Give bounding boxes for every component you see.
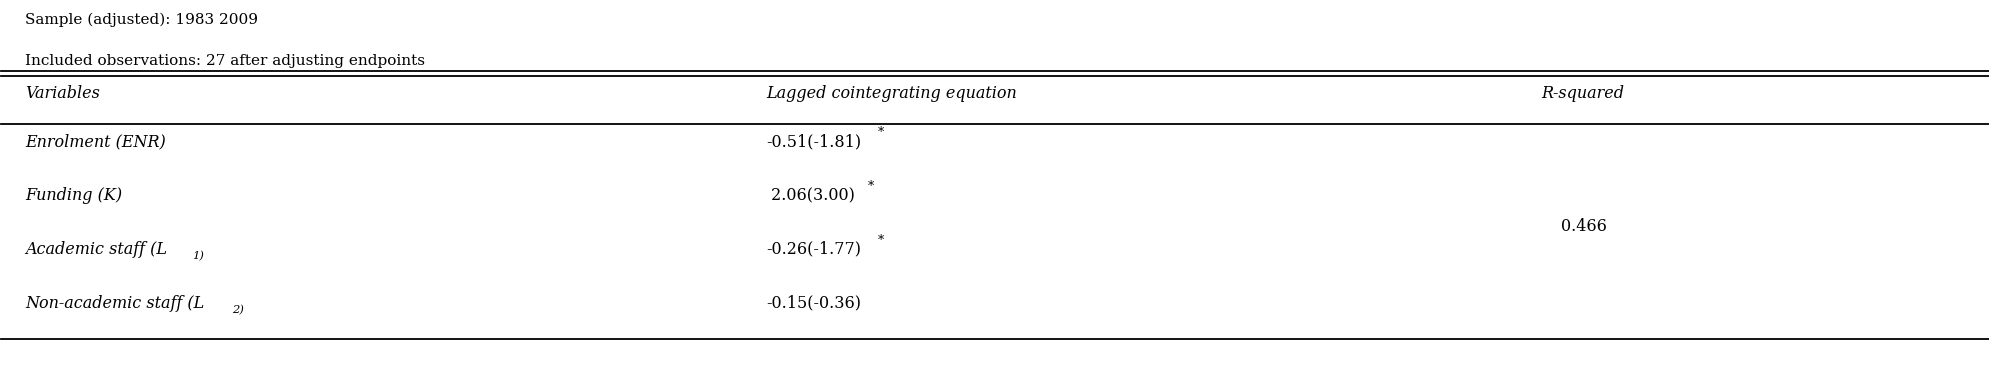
Text: 2): 2) xyxy=(231,305,243,315)
Text: Lagged cointegrating equation: Lagged cointegrating equation xyxy=(766,85,1016,102)
Text: R-squared: R-squared xyxy=(1541,85,1623,102)
Text: Non-academic staff (L: Non-academic staff (L xyxy=(26,295,205,312)
Text: Funding (K): Funding (K) xyxy=(26,187,121,204)
Text: 0.466: 0.466 xyxy=(1561,218,1607,235)
Text: 1): 1) xyxy=(193,251,205,261)
Text: *: * xyxy=(877,234,883,247)
Text: -0.15(-0.36): -0.15(-0.36) xyxy=(766,295,861,312)
Text: *: * xyxy=(877,127,883,139)
Text: Enrolment (ENR): Enrolment (ENR) xyxy=(26,133,165,150)
Text: 2.06(3.00): 2.06(3.00) xyxy=(766,187,855,204)
Text: -0.26(-1.77): -0.26(-1.77) xyxy=(766,241,861,258)
Text: Variables: Variables xyxy=(26,85,99,102)
Text: Academic staff (L: Academic staff (L xyxy=(26,241,167,258)
Text: *: * xyxy=(867,180,873,193)
Text: -0.51(-1.81): -0.51(-1.81) xyxy=(766,133,861,150)
Text: Included observations: 27 after adjusting endpoints: Included observations: 27 after adjustin… xyxy=(26,54,426,68)
Text: Sample (adjusted): 1983 2009: Sample (adjusted): 1983 2009 xyxy=(26,12,259,27)
